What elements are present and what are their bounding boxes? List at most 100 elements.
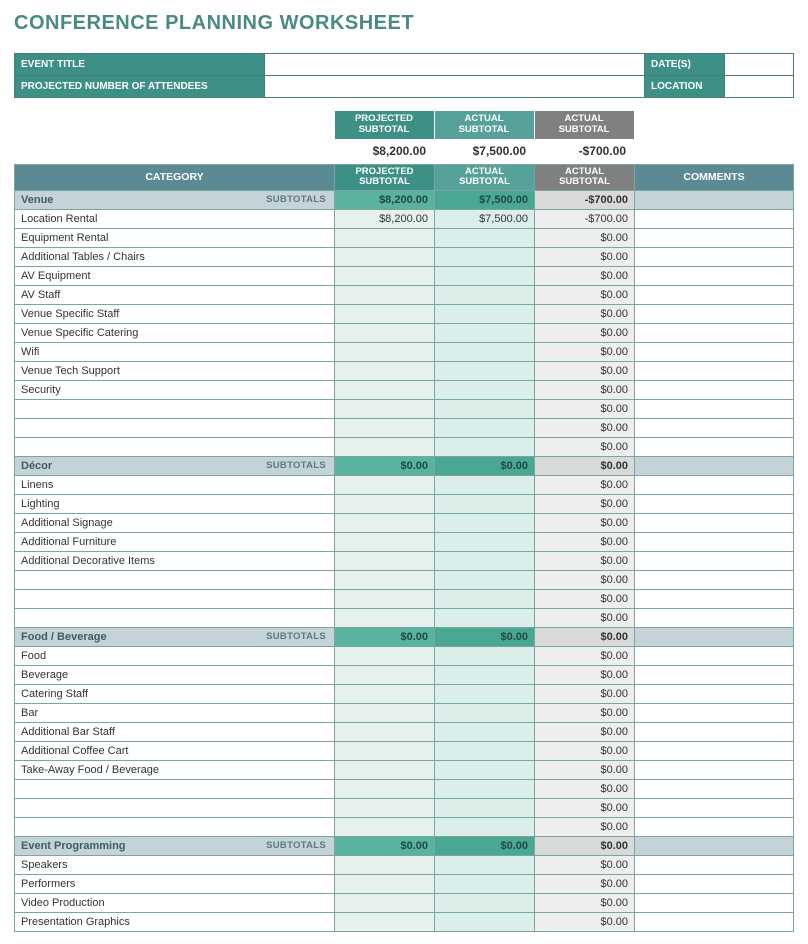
item-name-cell[interactable]: Additional Bar Staff — [15, 722, 335, 741]
item-comments-cell[interactable] — [635, 475, 794, 494]
item-actual-cell[interactable]: $7,500.00 — [435, 209, 535, 228]
item-name-cell[interactable]: Venue Specific Catering — [15, 323, 335, 342]
item-name-cell[interactable]: Equipment Rental — [15, 228, 335, 247]
item-actual-cell[interactable] — [435, 741, 535, 760]
item-comments-cell[interactable] — [635, 608, 794, 627]
item-projected-cell[interactable] — [335, 304, 435, 323]
item-name-cell[interactable]: Venue Specific Staff — [15, 304, 335, 323]
item-projected-cell[interactable] — [335, 855, 435, 874]
item-comments-cell[interactable] — [635, 646, 794, 665]
item-projected-cell[interactable] — [335, 323, 435, 342]
item-comments-cell[interactable] — [635, 855, 794, 874]
item-actual-cell[interactable] — [435, 893, 535, 912]
item-projected-cell[interactable] — [335, 779, 435, 798]
item-comments-cell[interactable] — [635, 513, 794, 532]
item-actual-cell[interactable] — [435, 570, 535, 589]
item-actual-cell[interactable] — [435, 608, 535, 627]
item-actual-cell[interactable] — [435, 304, 535, 323]
item-actual-cell[interactable] — [435, 228, 535, 247]
item-projected-cell[interactable] — [335, 475, 435, 494]
item-comments-cell[interactable] — [635, 437, 794, 456]
item-projected-cell[interactable] — [335, 570, 435, 589]
item-actual-cell[interactable] — [435, 399, 535, 418]
item-actual-cell[interactable] — [435, 817, 535, 836]
item-actual-cell[interactable] — [435, 665, 535, 684]
item-projected-cell[interactable] — [335, 247, 435, 266]
item-projected-cell[interactable] — [335, 285, 435, 304]
item-actual-cell[interactable] — [435, 798, 535, 817]
item-actual-cell[interactable] — [435, 285, 535, 304]
item-actual-cell[interactable] — [435, 323, 535, 342]
item-name-cell[interactable]: Lighting — [15, 494, 335, 513]
item-actual-cell[interactable] — [435, 532, 535, 551]
item-comments-cell[interactable] — [635, 874, 794, 893]
item-actual-cell[interactable] — [435, 342, 535, 361]
item-comments-cell[interactable] — [635, 570, 794, 589]
item-projected-cell[interactable] — [335, 874, 435, 893]
item-actual-cell[interactable] — [435, 551, 535, 570]
item-name-cell[interactable] — [15, 399, 335, 418]
location-cell[interactable] — [725, 76, 794, 98]
item-comments-cell[interactable] — [635, 532, 794, 551]
item-name-cell[interactable] — [15, 798, 335, 817]
item-comments-cell[interactable] — [635, 209, 794, 228]
item-comments-cell[interactable] — [635, 399, 794, 418]
item-name-cell[interactable] — [15, 589, 335, 608]
item-comments-cell[interactable] — [635, 912, 794, 931]
item-comments-cell[interactable] — [635, 760, 794, 779]
item-projected-cell[interactable]: $8,200.00 — [335, 209, 435, 228]
item-name-cell[interactable]: Venue Tech Support — [15, 361, 335, 380]
item-name-cell[interactable]: Video Production — [15, 893, 335, 912]
item-projected-cell[interactable] — [335, 361, 435, 380]
item-comments-cell[interactable] — [635, 494, 794, 513]
item-projected-cell[interactable] — [335, 418, 435, 437]
item-comments-cell[interactable] — [635, 380, 794, 399]
item-comments-cell[interactable] — [635, 722, 794, 741]
item-comments-cell[interactable] — [635, 684, 794, 703]
item-actual-cell[interactable] — [435, 912, 535, 931]
item-comments-cell[interactable] — [635, 779, 794, 798]
item-name-cell[interactable]: Additional Decorative Items — [15, 551, 335, 570]
item-name-cell[interactable]: Wifi — [15, 342, 335, 361]
item-name-cell[interactable]: Additional Tables / Chairs — [15, 247, 335, 266]
item-actual-cell[interactable] — [435, 779, 535, 798]
item-comments-cell[interactable] — [635, 741, 794, 760]
item-actual-cell[interactable] — [435, 646, 535, 665]
item-name-cell[interactable]: Beverage — [15, 665, 335, 684]
item-name-cell[interactable] — [15, 570, 335, 589]
item-name-cell[interactable] — [15, 608, 335, 627]
item-name-cell[interactable]: Presentation Graphics — [15, 912, 335, 931]
item-projected-cell[interactable] — [335, 380, 435, 399]
item-comments-cell[interactable] — [635, 228, 794, 247]
item-projected-cell[interactable] — [335, 893, 435, 912]
item-actual-cell[interactable] — [435, 760, 535, 779]
item-name-cell[interactable] — [15, 779, 335, 798]
item-projected-cell[interactable] — [335, 703, 435, 722]
item-actual-cell[interactable] — [435, 361, 535, 380]
item-actual-cell[interactable] — [435, 874, 535, 893]
item-projected-cell[interactable] — [335, 665, 435, 684]
item-name-cell[interactable]: Additional Coffee Cart — [15, 741, 335, 760]
item-name-cell[interactable] — [15, 437, 335, 456]
item-comments-cell[interactable] — [635, 323, 794, 342]
dates-cell[interactable] — [725, 54, 794, 76]
item-comments-cell[interactable] — [635, 589, 794, 608]
item-comments-cell[interactable] — [635, 342, 794, 361]
item-comments-cell[interactable] — [635, 266, 794, 285]
item-actual-cell[interactable] — [435, 380, 535, 399]
item-comments-cell[interactable] — [635, 798, 794, 817]
item-projected-cell[interactable] — [335, 494, 435, 513]
item-name-cell[interactable] — [15, 817, 335, 836]
item-comments-cell[interactable] — [635, 304, 794, 323]
attendees-cell[interactable] — [265, 76, 645, 98]
item-comments-cell[interactable] — [635, 893, 794, 912]
item-actual-cell[interactable] — [435, 266, 535, 285]
item-actual-cell[interactable] — [435, 475, 535, 494]
item-comments-cell[interactable] — [635, 551, 794, 570]
item-actual-cell[interactable] — [435, 703, 535, 722]
item-projected-cell[interactable] — [335, 342, 435, 361]
item-comments-cell[interactable] — [635, 247, 794, 266]
item-name-cell[interactable]: Take-Away Food / Beverage — [15, 760, 335, 779]
item-name-cell[interactable]: Performers — [15, 874, 335, 893]
item-actual-cell[interactable] — [435, 589, 535, 608]
